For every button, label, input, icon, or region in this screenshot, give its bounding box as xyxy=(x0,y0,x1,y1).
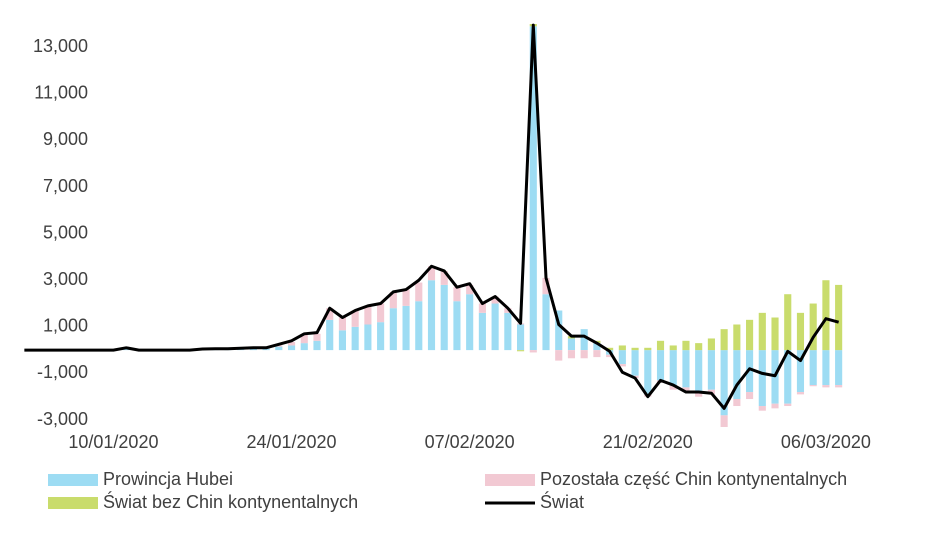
x-tick-label: 21/02/2020 xyxy=(603,432,693,452)
bar xyxy=(377,304,384,323)
bar xyxy=(313,334,320,341)
bar xyxy=(632,350,639,376)
bar xyxy=(771,404,778,409)
x-tick-label: 10/01/2020 xyxy=(68,432,158,452)
y-tick-label: -3,000 xyxy=(37,409,88,429)
bar xyxy=(415,301,422,350)
bar xyxy=(441,285,448,350)
legend-swatch xyxy=(48,497,98,509)
bar xyxy=(555,350,562,360)
bar xyxy=(568,350,575,358)
bar xyxy=(568,338,575,350)
bar xyxy=(835,350,842,385)
y-tick-label: 5,000 xyxy=(43,222,88,242)
bar xyxy=(670,350,677,385)
legend-label: Prowincja Hubei xyxy=(103,469,233,489)
bar xyxy=(632,348,639,350)
bar xyxy=(733,324,740,350)
bar xyxy=(453,301,460,350)
bar xyxy=(644,348,651,350)
bar xyxy=(695,343,702,350)
bar xyxy=(810,350,817,385)
y-tick-label: 13,000 xyxy=(33,36,88,56)
bar xyxy=(708,338,715,350)
bar xyxy=(339,318,346,331)
bar xyxy=(364,306,371,325)
bar xyxy=(402,290,409,306)
bar xyxy=(479,313,486,350)
y-tick-label: 11,000 xyxy=(34,83,88,103)
bar xyxy=(517,350,524,351)
bar xyxy=(492,304,499,351)
bar xyxy=(313,341,320,350)
bar xyxy=(619,345,626,350)
bar xyxy=(288,345,295,350)
bar xyxy=(784,294,791,350)
bar xyxy=(759,406,766,411)
bar xyxy=(822,385,829,387)
bar xyxy=(759,350,766,406)
bar xyxy=(377,322,384,350)
bar xyxy=(402,306,409,350)
bar xyxy=(835,385,842,387)
bar xyxy=(364,324,371,350)
bar xyxy=(746,392,753,399)
bar xyxy=(746,320,753,350)
bar xyxy=(542,294,549,350)
bar xyxy=(326,320,333,350)
bar xyxy=(453,287,460,301)
bar xyxy=(822,280,829,350)
bar xyxy=(339,330,346,350)
bar xyxy=(466,294,473,350)
bar xyxy=(619,350,626,364)
bar xyxy=(708,350,715,390)
bar xyxy=(428,280,435,350)
bar xyxy=(797,313,804,350)
bar xyxy=(657,350,664,380)
bar xyxy=(504,313,511,350)
y-tick-label: -1,000 xyxy=(37,362,88,382)
bar xyxy=(682,350,689,387)
bar xyxy=(301,343,308,350)
y-tick-label: 1,000 xyxy=(43,316,88,336)
bar xyxy=(517,324,524,350)
bar xyxy=(771,318,778,351)
legend-label: Świat bez Chin kontynentalnych xyxy=(103,491,358,512)
legend-swatch xyxy=(48,474,98,486)
bar xyxy=(657,341,664,350)
bar xyxy=(670,345,677,350)
bar xyxy=(390,308,397,350)
x-tick-label: 07/02/2020 xyxy=(425,432,515,452)
y-tick-label: 3,000 xyxy=(43,269,88,289)
x-tick-label: 06/03/2020 xyxy=(781,432,871,452)
y-tick-label: 9,000 xyxy=(43,129,88,149)
legend-label: Pozostała część Chin kontynentalnych xyxy=(540,469,847,489)
bar xyxy=(275,347,282,350)
bar xyxy=(695,350,702,392)
bar xyxy=(822,350,829,385)
line-series xyxy=(24,25,838,408)
legend-label: Świat xyxy=(540,491,584,512)
bar xyxy=(721,415,728,427)
x-tick-label: 24/01/2020 xyxy=(246,432,336,452)
bar xyxy=(810,385,817,386)
bar xyxy=(644,350,651,394)
y-tick-label: 7,000 xyxy=(43,176,88,196)
bar xyxy=(581,329,588,350)
legend-swatch xyxy=(485,474,535,486)
bar xyxy=(581,350,588,358)
bar xyxy=(593,350,600,357)
bar xyxy=(530,350,537,352)
bar xyxy=(759,313,766,350)
bar xyxy=(415,283,422,302)
bar xyxy=(733,399,740,406)
bar xyxy=(797,392,804,394)
bar xyxy=(682,341,689,350)
bar xyxy=(721,329,728,350)
bar xyxy=(784,404,791,406)
bar xyxy=(352,327,359,350)
bar xyxy=(835,285,842,350)
